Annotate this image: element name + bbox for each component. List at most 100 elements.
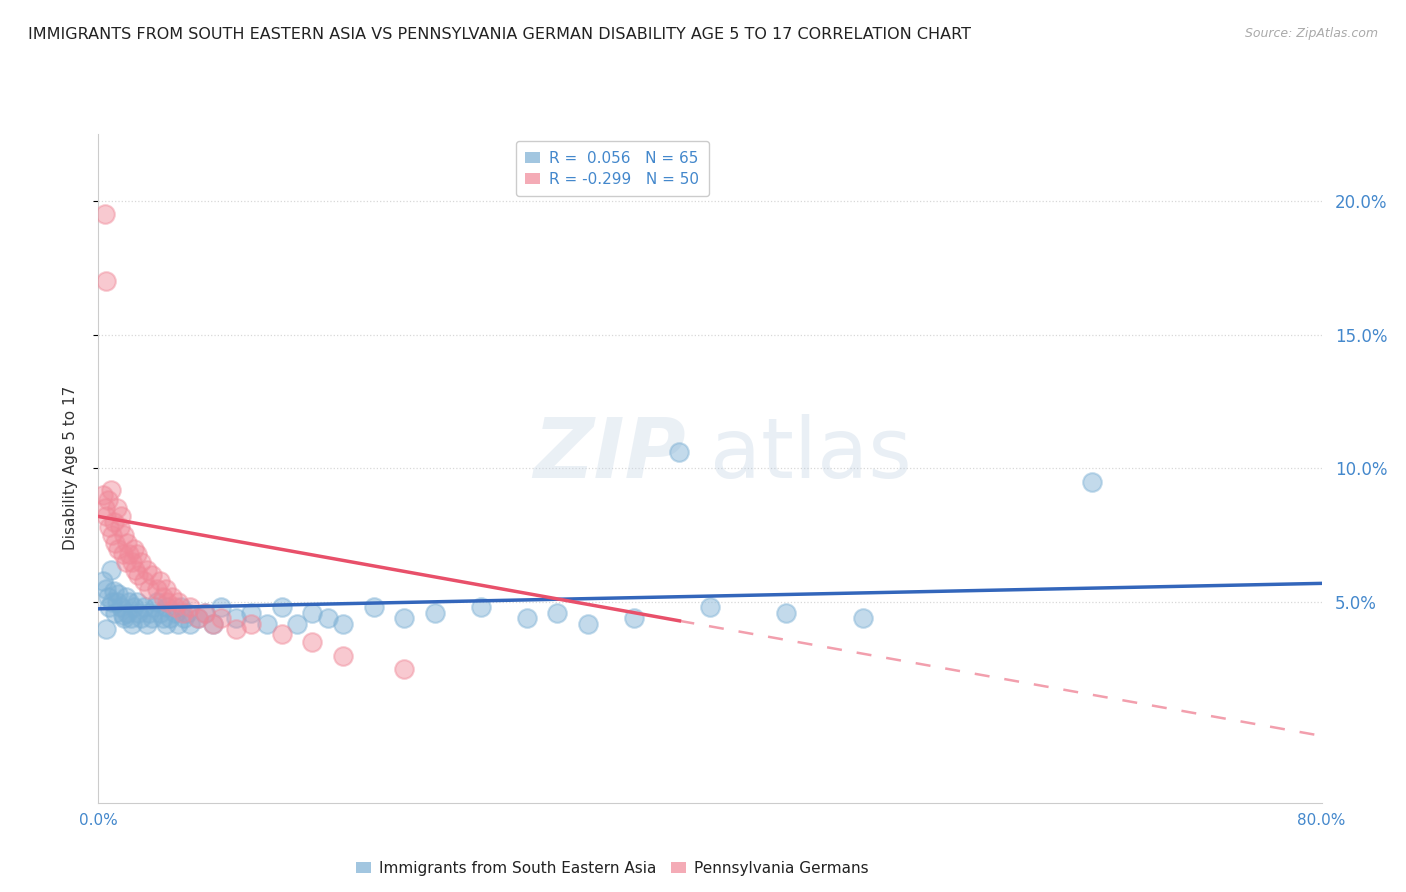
Point xyxy=(155,582,177,596)
Point xyxy=(138,582,160,596)
Point xyxy=(105,501,128,516)
Point xyxy=(240,616,263,631)
Point xyxy=(105,595,128,609)
Point xyxy=(117,536,139,550)
Point xyxy=(576,616,599,631)
Point xyxy=(97,590,120,604)
Point xyxy=(91,574,114,588)
Point xyxy=(392,611,416,625)
Point xyxy=(98,520,121,534)
Point xyxy=(240,606,263,620)
Point xyxy=(111,547,134,561)
Point xyxy=(118,547,141,561)
Point xyxy=(127,606,149,620)
Point xyxy=(152,590,174,604)
Point xyxy=(107,587,129,601)
Point xyxy=(101,595,124,609)
Point xyxy=(516,611,538,625)
Point xyxy=(118,595,141,609)
Point xyxy=(301,635,323,649)
Point xyxy=(100,563,122,577)
Point xyxy=(145,582,167,596)
Point xyxy=(101,528,124,542)
Point xyxy=(103,584,125,599)
Point xyxy=(141,568,163,582)
Point xyxy=(170,600,193,615)
Point xyxy=(129,555,152,569)
Point xyxy=(149,606,172,620)
Point xyxy=(176,606,198,620)
Point xyxy=(159,611,181,625)
Y-axis label: Disability Age 5 to 17: Disability Age 5 to 17 xyxy=(63,386,77,550)
Point xyxy=(167,616,190,631)
Point xyxy=(316,611,339,625)
Point xyxy=(94,509,117,524)
Point xyxy=(125,595,148,609)
Text: ZIP: ZIP xyxy=(533,415,686,495)
Point xyxy=(668,445,690,459)
Point xyxy=(111,608,134,623)
Point xyxy=(332,616,354,631)
Point xyxy=(209,600,232,615)
Point xyxy=(93,501,115,516)
Point xyxy=(104,606,127,620)
Point xyxy=(94,274,117,288)
Point xyxy=(112,611,135,625)
Point xyxy=(94,622,117,636)
Point xyxy=(145,595,167,609)
Point xyxy=(122,541,145,556)
Point xyxy=(1081,475,1104,489)
Point xyxy=(115,590,138,604)
Point xyxy=(256,616,278,631)
Point xyxy=(172,606,194,620)
Point xyxy=(120,611,142,625)
Point xyxy=(100,483,122,497)
Point xyxy=(194,606,217,620)
Point xyxy=(121,616,143,631)
Point xyxy=(97,493,120,508)
Point xyxy=(202,616,225,631)
Point xyxy=(156,600,179,615)
Point xyxy=(202,616,225,631)
Point xyxy=(152,611,174,625)
Point xyxy=(108,520,131,534)
Point xyxy=(209,611,232,625)
Point xyxy=(110,509,132,524)
Point xyxy=(187,611,209,625)
Point xyxy=(138,606,160,620)
Point xyxy=(160,590,183,604)
Point xyxy=(163,600,186,615)
Point xyxy=(94,582,117,596)
Point xyxy=(122,600,145,615)
Point xyxy=(112,528,135,542)
Point xyxy=(127,568,149,582)
Point xyxy=(179,600,201,615)
Point xyxy=(91,488,114,502)
Point xyxy=(546,606,568,620)
Point xyxy=(117,606,139,620)
Point xyxy=(107,541,129,556)
Point xyxy=(141,611,163,625)
Text: Source: ZipAtlas.com: Source: ZipAtlas.com xyxy=(1244,27,1378,40)
Point xyxy=(187,611,209,625)
Point xyxy=(699,600,721,615)
Point xyxy=(115,555,138,569)
Point xyxy=(423,606,446,620)
Point xyxy=(156,595,179,609)
Point xyxy=(332,648,354,663)
Point xyxy=(98,600,121,615)
Point xyxy=(392,662,416,676)
Point xyxy=(225,622,247,636)
Point xyxy=(163,606,186,620)
Point xyxy=(155,616,177,631)
Text: atlas: atlas xyxy=(710,415,911,495)
Legend: Immigrants from South Eastern Asia, Pennsylvania Germans: Immigrants from South Eastern Asia, Penn… xyxy=(350,855,875,882)
Point xyxy=(179,616,201,631)
Point xyxy=(270,600,292,615)
Point xyxy=(173,611,195,625)
Point xyxy=(285,616,308,631)
Point xyxy=(363,600,385,615)
Point xyxy=(470,600,492,615)
Point xyxy=(225,611,247,625)
Point xyxy=(134,574,156,588)
